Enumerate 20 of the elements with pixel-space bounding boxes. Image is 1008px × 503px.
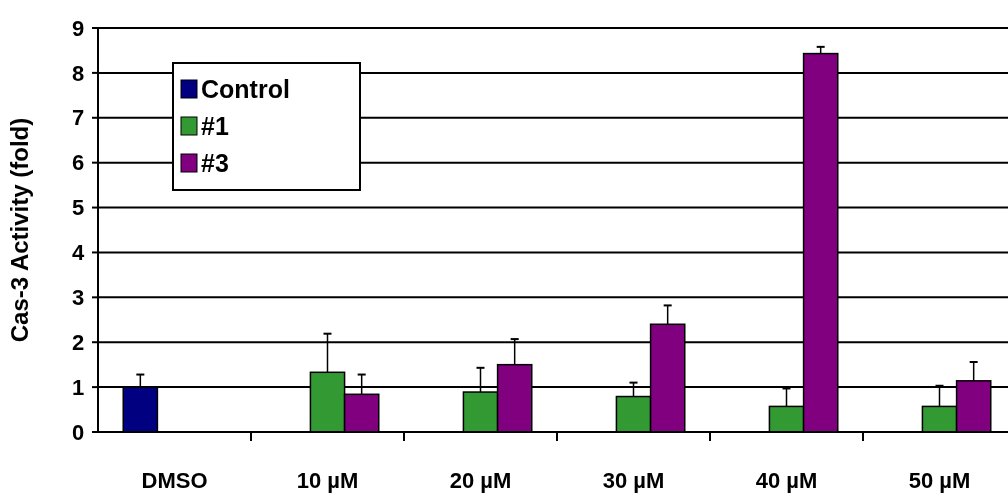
y-tick-label: 4 [71, 240, 85, 266]
y-tick-label: 5 [71, 195, 85, 221]
legend-label: Control [201, 74, 290, 103]
y-tick-label: 6 [71, 150, 85, 176]
y-axis-title: Cas-3 Activity (fold) [6, 117, 33, 343]
y-tick-label: 9 [71, 15, 85, 41]
x-tick-label: 40 µM [755, 468, 818, 493]
y-tick-label: 8 [71, 60, 85, 86]
legend-label: #1 [201, 111, 229, 140]
x-tick-label: 50 µM [908, 468, 971, 493]
x-tick-label: 30 µM [602, 468, 665, 493]
x-tick-label: DMSO [141, 468, 208, 493]
y-tick-label: 3 [71, 285, 85, 311]
x-tick-label: 10 µM [296, 468, 359, 493]
y-tick-label: 1 [71, 374, 85, 400]
x-tick-label: 20 µM [449, 468, 512, 493]
legend-label: #3 [201, 148, 229, 177]
y-tick-label: 7 [71, 105, 85, 131]
y-tick-label: 0 [71, 419, 85, 445]
y-tick-label: 2 [71, 329, 85, 355]
